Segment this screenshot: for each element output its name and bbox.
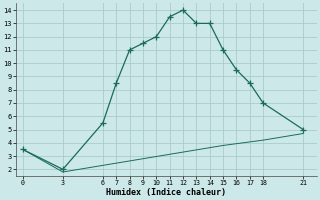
X-axis label: Humidex (Indice chaleur): Humidex (Indice chaleur) — [106, 188, 226, 197]
